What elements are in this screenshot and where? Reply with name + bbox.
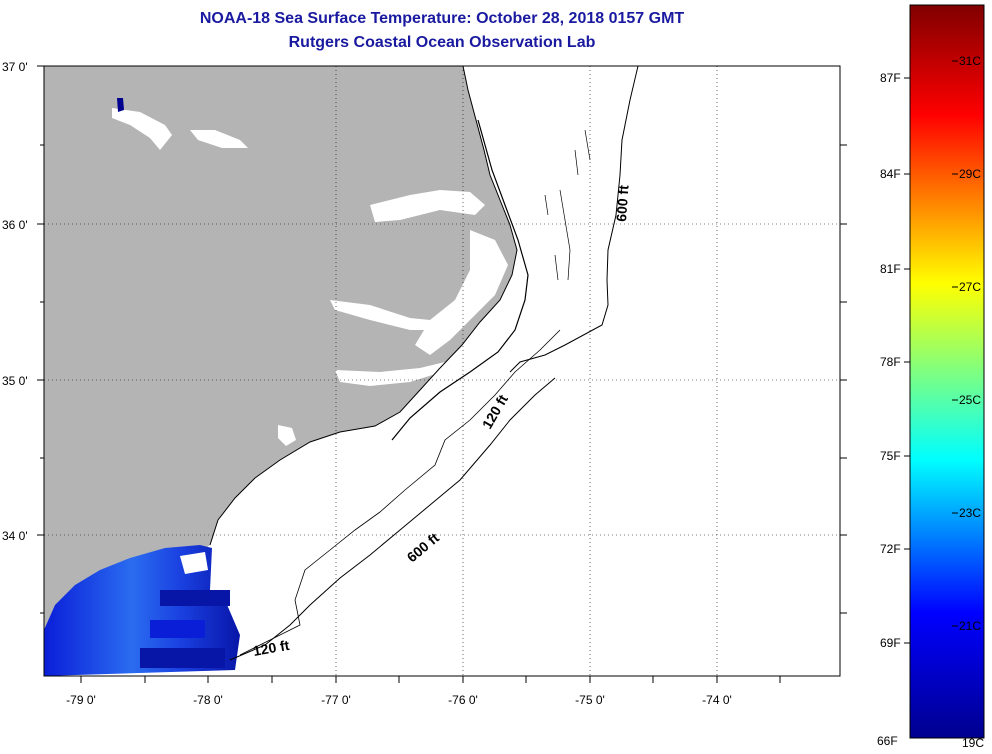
colorbar-c-label: 25C	[959, 393, 981, 407]
shoal-marks	[544, 129, 591, 281]
lon-label: -75 0'	[575, 693, 605, 707]
coastline	[209, 66, 518, 546]
colorbar-f-label: 66F	[877, 734, 898, 748]
lon-label: -78 0'	[193, 693, 223, 707]
colorbar-c-label: 21C	[959, 619, 981, 633]
lon-label: -77 0'	[321, 693, 351, 707]
colorbar-f-label: 78F	[880, 355, 901, 369]
colorbar-f-label: 75F	[880, 449, 901, 463]
colorbar	[909, 4, 985, 739]
sst-patch	[160, 590, 230, 606]
lon-label: -79 0'	[66, 693, 96, 707]
map-subtitle: Rutgers Coastal Ocean Observation Lab	[288, 34, 596, 51]
contour-120ft	[239, 329, 561, 656]
axis-ticks	[37, 65, 847, 683]
colorbar-f-label: 69F	[880, 636, 901, 650]
sst-eddy	[180, 552, 208, 574]
contour-label-120ft: 120 ft	[252, 637, 291, 659]
map-frame	[43, 65, 841, 677]
sst-patch	[140, 648, 225, 668]
lake-inland	[112, 108, 172, 150]
lon-label: -76 0'	[448, 693, 478, 707]
contour-600ft-south	[229, 377, 556, 661]
colorbar-f-label: 81F	[880, 262, 901, 276]
lat-label: 34 0'	[2, 529, 28, 543]
outer-banks	[391, 119, 529, 441]
contour-label-600ft: 600 ft	[613, 184, 632, 222]
lat-label: 36 0'	[2, 218, 28, 232]
contour-600ft-north	[509, 66, 639, 373]
colorbar-c-label: 19C	[962, 736, 984, 750]
lon-label: -74 0'	[702, 693, 732, 707]
sst-patch	[150, 620, 205, 638]
colorbar-f-label: 72F	[880, 542, 901, 556]
lat-label: 37 0'	[2, 60, 28, 74]
pamlico-river	[330, 300, 452, 330]
sst-data-region	[44, 545, 240, 676]
graticule	[44, 66, 840, 676]
inlet-south	[278, 425, 296, 446]
colorbar-c-label: 27C	[959, 280, 981, 294]
kerr-lake	[190, 130, 248, 148]
colorbar-f-label: 84F	[880, 167, 901, 181]
colorbar-c-label: 23C	[959, 506, 981, 520]
colorbar-f-label: 87F	[880, 71, 901, 85]
map-title: NOAA-18 Sea Surface Temperature: October…	[199, 10, 685, 27]
neuse-river	[335, 362, 445, 386]
colorbar-ticks	[904, 60, 958, 644]
albemarle-sound	[370, 190, 485, 222]
sst-blob	[117, 98, 124, 112]
colorbar-c-label: 29C	[959, 167, 981, 181]
lat-label: 35 0'	[2, 374, 28, 388]
colorbar-c-label: 31C	[959, 54, 981, 68]
